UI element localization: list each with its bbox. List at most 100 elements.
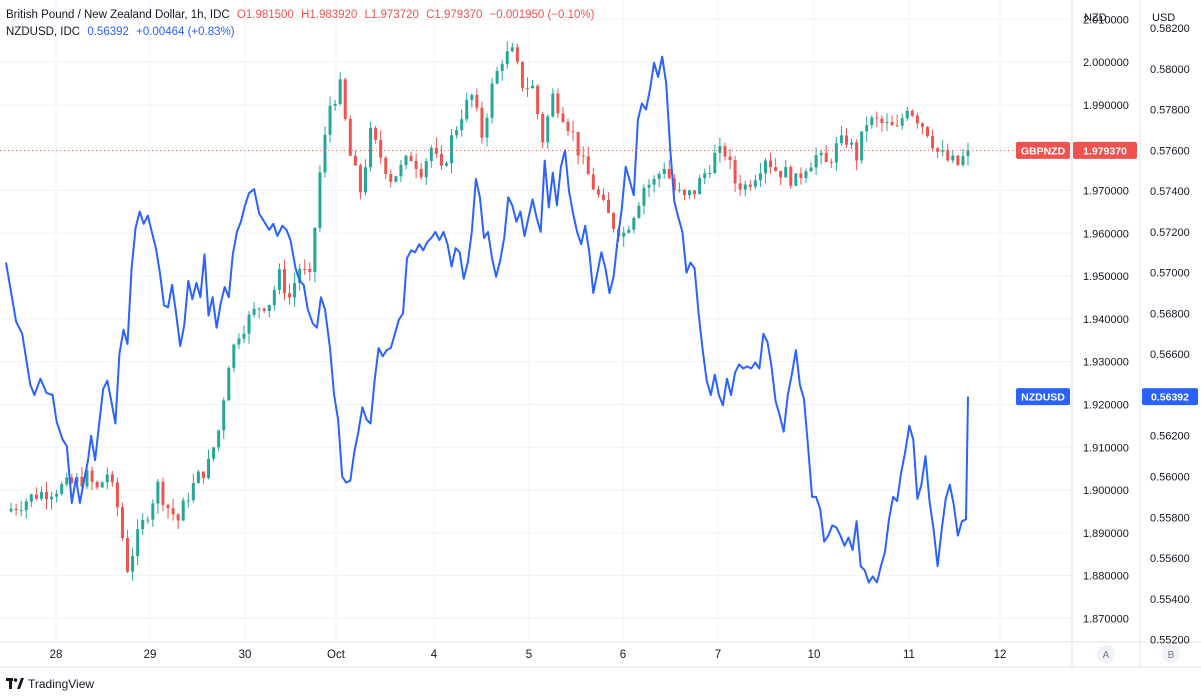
candle-body	[966, 150, 970, 157]
candle-body	[156, 481, 160, 504]
time-tick-label: 11	[903, 649, 915, 661]
compare-series-legend[interactable]: NZDUSD, IDC 0.56392 +0.00464 (+0.83%)	[6, 26, 239, 38]
candle-body	[485, 117, 489, 138]
candle-body	[131, 556, 135, 572]
candle-body	[404, 155, 408, 165]
candle	[176, 513, 180, 530]
candle	[556, 88, 560, 119]
candle-body	[252, 308, 256, 315]
candle-body	[561, 113, 565, 122]
right-axis-unit: USD	[1152, 12, 1175, 24]
candle-body	[804, 171, 808, 179]
candle-body	[19, 510, 23, 512]
candle-body	[763, 160, 767, 174]
candle-body	[718, 146, 722, 153]
candle-body	[774, 167, 778, 171]
gbpnzd-badge-name-bg	[1016, 141, 1070, 159]
candle-body	[531, 85, 535, 89]
candle-body	[328, 105, 332, 135]
candle-body	[282, 269, 286, 294]
nzd-price-scale[interactable]: 2.0100002.0000001.9900001.9800001.970000…	[1083, 14, 1129, 625]
candle-body	[667, 168, 671, 179]
candle-body	[900, 118, 904, 126]
candle	[343, 77, 347, 122]
scale-b-button[interactable]: B	[1162, 645, 1180, 663]
candle	[450, 128, 454, 174]
candle-body	[758, 173, 762, 181]
candle	[698, 174, 702, 195]
usd-price-scale[interactable]: 0.58200 0.58000 0.57800 0.57600 0.57400 0.572…	[1150, 23, 1190, 646]
candle-body	[171, 508, 175, 515]
nzd-tick-label: 1.960000	[1083, 228, 1129, 240]
candle	[217, 429, 221, 452]
candle-body	[748, 184, 752, 187]
nzdusd-badge-name-bg	[1016, 388, 1070, 406]
time-scale[interactable]: 28 29 30 Oct 4 5 6 7 10 11 12	[50, 649, 1007, 661]
candle-body	[890, 121, 894, 126]
candle	[323, 126, 327, 178]
time-tick-label: Oct	[327, 649, 346, 661]
candle	[161, 477, 165, 512]
time-tick-label: 10	[808, 649, 821, 661]
candle-body	[70, 477, 74, 483]
candle	[470, 93, 474, 108]
candle-body	[627, 229, 631, 233]
candle	[80, 466, 84, 490]
candle	[181, 497, 185, 521]
main-series-legend[interactable]: British Pound / New Zealand Dollar, 1h, …	[6, 9, 598, 21]
candle-body	[647, 184, 651, 188]
candle-body	[612, 213, 616, 230]
candle	[834, 136, 838, 171]
candle	[875, 111, 879, 128]
candle	[925, 126, 929, 138]
candle-body	[541, 114, 545, 143]
candle-body	[161, 481, 165, 505]
candle-body	[318, 172, 322, 228]
candle	[424, 158, 428, 185]
usd-tick-label: 0.56000	[1150, 472, 1190, 484]
candle-body	[870, 117, 874, 126]
candle	[146, 516, 150, 524]
candle	[961, 149, 965, 168]
candle-body	[358, 165, 362, 193]
candle-body	[713, 152, 717, 174]
candle	[546, 114, 550, 149]
candle-body	[379, 139, 383, 158]
candle	[156, 478, 160, 514]
candle	[895, 114, 899, 127]
candle	[374, 125, 378, 144]
candle	[536, 84, 540, 120]
candle	[34, 487, 38, 501]
candle	[207, 449, 211, 480]
candle-body	[207, 458, 211, 478]
candle	[303, 259, 307, 275]
candle	[946, 143, 950, 163]
candle	[434, 137, 438, 158]
candle-body	[277, 269, 281, 290]
candle	[394, 175, 398, 183]
gbpnzd-badge: GBPNZD 1.979370	[1016, 141, 1137, 159]
candle-body	[480, 107, 484, 138]
scale-a-button[interactable]: A	[1097, 645, 1115, 663]
candle-body	[526, 87, 530, 89]
candle-body	[389, 174, 393, 182]
candle	[105, 467, 109, 490]
left-axis-unit: NZD	[1084, 12, 1107, 24]
time-tick-label: 6	[620, 649, 626, 661]
candle	[612, 211, 616, 233]
candle-body	[166, 504, 170, 509]
candle-body	[34, 494, 38, 499]
nzd-tick-label: 1.950000	[1083, 271, 1129, 283]
nzdusd-badge-value: 0.56392	[1151, 392, 1189, 404]
candle	[201, 471, 205, 484]
candle-body	[120, 507, 124, 538]
candle	[404, 154, 408, 170]
candle-body	[920, 123, 924, 127]
candle-body	[424, 161, 428, 178]
tradingview-logo[interactable]: TradingView	[6, 677, 94, 691]
candle	[728, 149, 732, 170]
scale-b-label: B	[1168, 650, 1175, 661]
candle-body	[576, 131, 580, 156]
candle	[14, 504, 18, 516]
